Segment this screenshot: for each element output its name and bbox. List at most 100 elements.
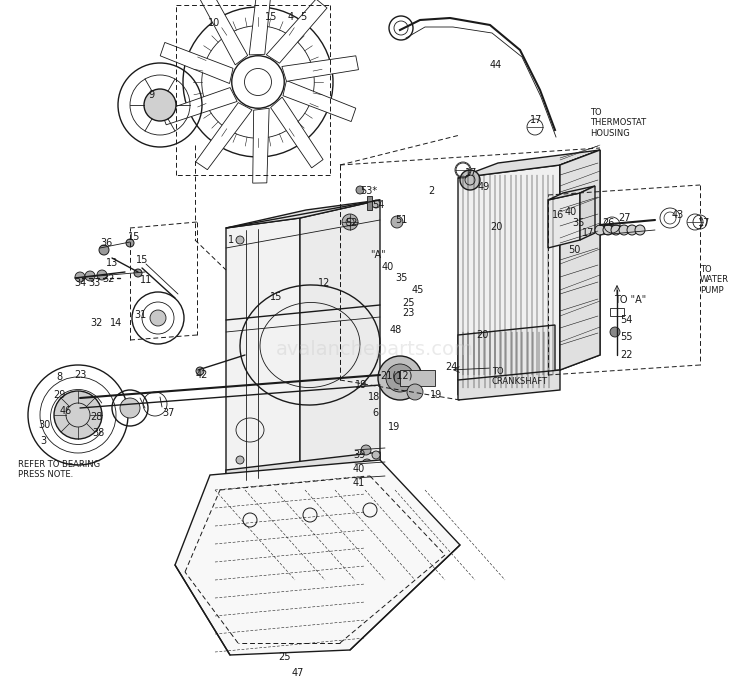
Polygon shape (458, 165, 560, 380)
Text: 4: 4 (288, 12, 294, 22)
Circle shape (126, 239, 134, 247)
Circle shape (356, 186, 364, 194)
Text: 38: 38 (92, 428, 104, 438)
Circle shape (196, 367, 204, 375)
Text: 37: 37 (162, 408, 174, 418)
Circle shape (134, 269, 142, 277)
Polygon shape (300, 200, 380, 480)
Text: 46: 46 (60, 406, 72, 416)
Text: 29: 29 (53, 390, 65, 400)
Polygon shape (196, 103, 252, 170)
Text: TO
WATER
PUMP: TO WATER PUMP (700, 265, 729, 295)
Text: 5: 5 (300, 12, 306, 22)
Circle shape (372, 200, 380, 208)
Circle shape (619, 225, 629, 235)
Text: 22: 22 (620, 350, 632, 360)
Text: 26: 26 (602, 218, 614, 228)
Circle shape (54, 391, 102, 439)
Text: 17: 17 (530, 115, 542, 125)
Text: 27: 27 (618, 213, 631, 223)
Text: 51: 51 (395, 215, 407, 225)
Text: 45: 45 (412, 285, 424, 295)
Text: 43: 43 (672, 210, 684, 220)
Text: 17: 17 (582, 228, 594, 238)
Text: 40: 40 (353, 464, 365, 474)
Circle shape (378, 356, 422, 400)
Circle shape (120, 398, 140, 418)
Text: 1: 1 (228, 235, 234, 245)
Text: 49: 49 (478, 182, 490, 192)
Polygon shape (560, 150, 600, 370)
Text: 24: 24 (445, 362, 458, 372)
Text: 31: 31 (134, 310, 146, 320)
Bar (400, 370, 435, 386)
Text: 25: 25 (278, 652, 290, 662)
Polygon shape (160, 43, 233, 83)
Text: 8: 8 (56, 372, 62, 382)
Text: avalancheparts.com: avalancheparts.com (276, 340, 474, 359)
Text: 47: 47 (292, 668, 304, 678)
Text: 48: 48 (390, 325, 402, 335)
Text: 32: 32 (102, 274, 114, 284)
Text: 42: 42 (196, 370, 208, 380)
Circle shape (627, 225, 637, 235)
Circle shape (391, 216, 403, 228)
Text: 3: 3 (40, 436, 46, 446)
Text: 36: 36 (100, 238, 112, 248)
Text: 11: 11 (140, 275, 152, 285)
Text: TO
CRANKSHAFT: TO CRANKSHAFT (492, 367, 548, 387)
Text: 20: 20 (490, 222, 502, 232)
Text: 20: 20 (476, 330, 488, 340)
Text: REFER TO BEARING
PRESS NOTE.: REFER TO BEARING PRESS NOTE. (18, 460, 101, 480)
Text: TO "A": TO "A" (614, 295, 646, 305)
Circle shape (407, 384, 423, 400)
Polygon shape (458, 370, 560, 400)
Circle shape (75, 272, 85, 282)
Text: 17: 17 (465, 168, 477, 178)
Text: 2: 2 (428, 186, 434, 196)
Text: 15: 15 (270, 292, 282, 302)
Polygon shape (226, 452, 380, 486)
Text: 21(12): 21(12) (380, 370, 412, 380)
Text: 23: 23 (402, 308, 414, 318)
Bar (610, 308, 624, 316)
Circle shape (362, 459, 372, 469)
Circle shape (150, 310, 166, 326)
Text: 10: 10 (208, 18, 220, 28)
Text: 23: 23 (74, 370, 86, 380)
Circle shape (603, 225, 613, 235)
Circle shape (144, 89, 176, 121)
Text: 15: 15 (136, 255, 148, 265)
Polygon shape (458, 150, 600, 178)
Circle shape (386, 364, 414, 392)
Text: 15: 15 (265, 12, 278, 22)
Text: 52: 52 (345, 218, 358, 228)
Text: 14: 14 (110, 318, 122, 328)
Circle shape (342, 214, 358, 230)
Text: 30: 30 (38, 420, 50, 430)
Polygon shape (271, 97, 323, 168)
Polygon shape (200, 0, 248, 65)
Text: 53*: 53* (360, 186, 377, 196)
Polygon shape (266, 0, 327, 63)
Text: 6: 6 (372, 408, 378, 418)
Text: 19: 19 (430, 390, 442, 400)
Polygon shape (548, 186, 595, 200)
Circle shape (595, 225, 605, 235)
Polygon shape (175, 460, 460, 655)
Circle shape (611, 225, 621, 235)
Text: 34: 34 (74, 278, 86, 288)
Text: 39: 39 (353, 450, 365, 460)
Text: 13: 13 (106, 258, 118, 268)
Text: 35: 35 (395, 273, 407, 283)
Text: "A": "A" (370, 250, 386, 260)
Circle shape (99, 245, 109, 255)
Polygon shape (283, 80, 356, 122)
Text: 41: 41 (353, 478, 365, 488)
Text: 40: 40 (382, 262, 394, 272)
Text: 25: 25 (402, 298, 415, 308)
Text: TO
THERMOSTAT
HOUSING: TO THERMOSTAT HOUSING (590, 108, 646, 138)
Text: 15: 15 (128, 232, 140, 242)
Circle shape (610, 327, 620, 337)
Circle shape (85, 271, 95, 281)
